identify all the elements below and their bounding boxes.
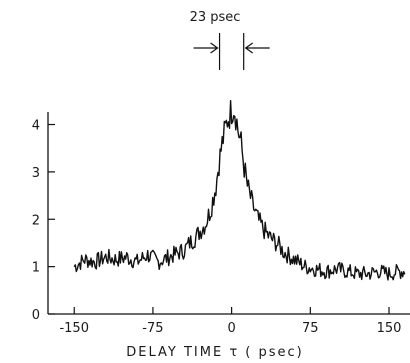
x-tick-label: -150 (59, 321, 89, 336)
x-axis-label: DELAY TIME τ ( psec) (126, 345, 303, 360)
y-tick-label: 0 (32, 308, 40, 323)
annotation-left-arrow (193, 42, 219, 54)
y-tick-label: 1 (32, 261, 40, 276)
x-ticks: -150 -75 0 75 150 (59, 307, 401, 336)
fwhm-annotation: 23 psec (190, 10, 270, 70)
annotation-label: 23 psec (190, 10, 241, 25)
y-tick-label: 4 (32, 119, 40, 134)
series-line (73, 100, 406, 281)
x-tick-label: 75 (302, 321, 319, 336)
x-tick-label: -75 (142, 321, 163, 336)
y-tick-label: 3 (32, 166, 40, 181)
x-tick-label: 0 (227, 321, 235, 336)
x-tick-label: 150 (377, 321, 402, 336)
y-ticks: 0 1 2 3 4 (32, 119, 55, 323)
y-tick-label: 2 (32, 213, 40, 228)
annotation-right-arrow (244, 42, 270, 54)
